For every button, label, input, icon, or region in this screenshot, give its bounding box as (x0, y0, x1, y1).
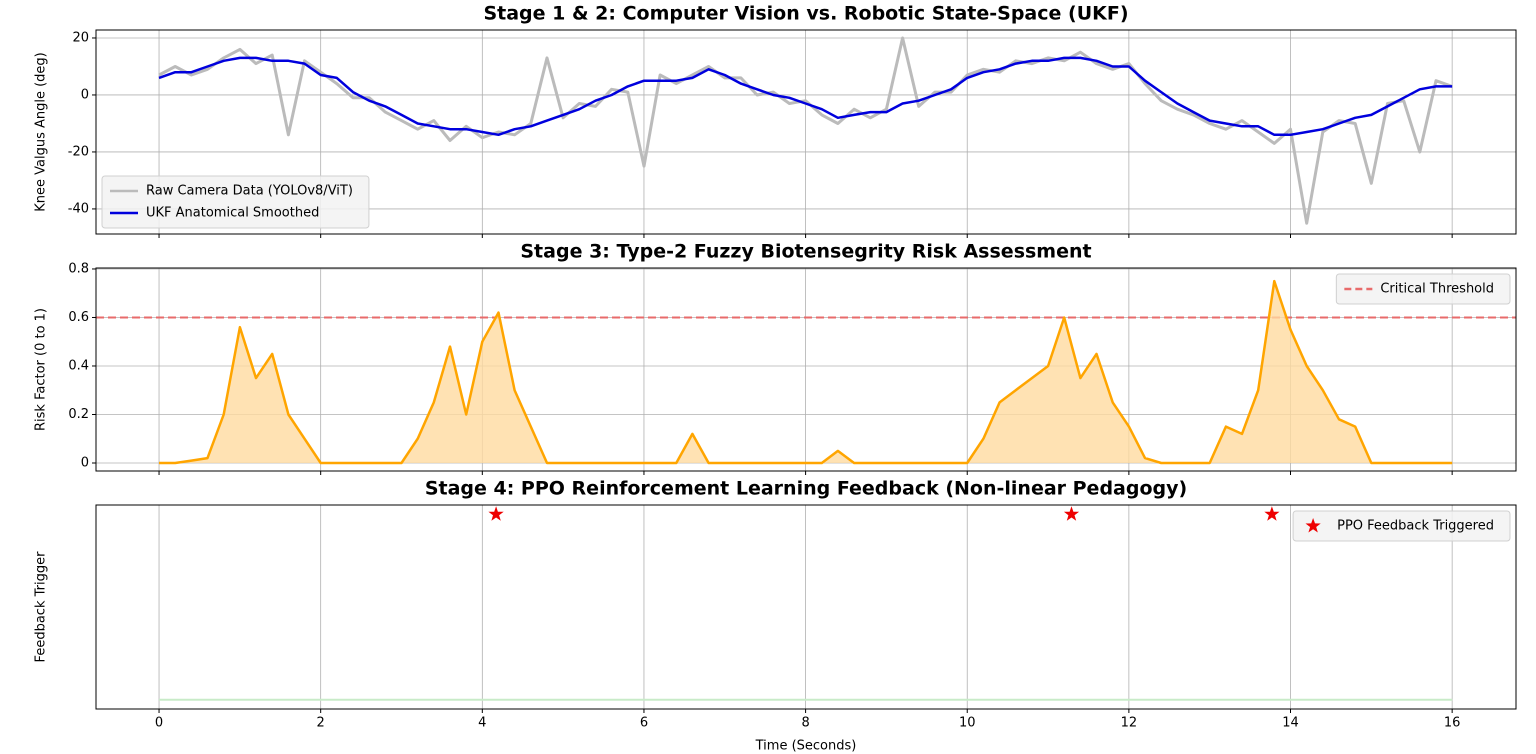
y-tick-label: 20 (72, 30, 89, 45)
axes-frame (95, 267, 1517, 472)
legend-label: UKF Anatomical Smoothed (146, 206, 319, 221)
star-marker (488, 506, 504, 521)
legend-label: Raw Camera Data (YOLOv8/ViT) (146, 184, 353, 199)
legend: Critical Threshold (1335, 273, 1511, 305)
series-line (158, 56, 1453, 137)
y-tick-label: 0 (81, 87, 89, 102)
y-tick-label: -40 (68, 201, 89, 216)
x-tick-label: 8 (801, 716, 809, 731)
panel: Stage 4: PPO Reinforcement Learning Feed… (34, 478, 1517, 754)
x-tick-label: 10 (959, 716, 976, 731)
legend: Raw Camera Data (YOLOv8/ViT) UKF Anatomic… (101, 175, 370, 229)
x-axis-label: Time (Seconds) (755, 739, 857, 754)
x-tick-label: 4 (478, 716, 486, 731)
legend: PPO Feedback Triggered (1292, 510, 1511, 542)
y-tick-label: -20 (68, 144, 89, 159)
y-axis-label: Feedback Trigger (34, 551, 49, 663)
x-tick-label: 14 (1282, 716, 1299, 731)
x-tick-label: 16 (1444, 716, 1461, 731)
y-axis-label: Risk Factor (0 to 1) (34, 308, 49, 431)
y-tick-label: 0 (81, 455, 89, 470)
y-tick-label: 0.8 (68, 261, 89, 276)
panel: Stage 3: Type-2 Fuzzy Biotensegrity Risk… (34, 241, 1517, 475)
panel: Stage 1 & 2: Computer Vision vs. Robotic… (34, 3, 1517, 238)
legend-box (1292, 510, 1511, 542)
x-tick-label: 2 (317, 716, 325, 731)
y-axis-label: Knee Valgus Angle (deg) (34, 52, 49, 212)
star-marker (1264, 506, 1280, 521)
panel-title: Stage 3: Type-2 Fuzzy Biotensegrity Risk… (520, 241, 1091, 263)
panel-title: Stage 4: PPO Reinforcement Learning Feed… (425, 478, 1187, 500)
legend-marker (1305, 518, 1321, 533)
legend-box (1335, 273, 1511, 305)
y-tick-label: 0.2 (68, 407, 89, 422)
x-tick-label: 12 (1121, 716, 1138, 731)
axes-frame (95, 29, 1517, 235)
series-line (159, 279, 1453, 465)
legend-box (101, 175, 370, 229)
star-marker (1063, 506, 1080, 521)
panel-title: Stage 1 & 2: Computer Vision vs. Robotic… (483, 3, 1128, 25)
x-tick-label: 6 (640, 716, 648, 731)
legend-label: PPO Feedback Triggered (1337, 519, 1494, 534)
y-tick-label: 0.4 (68, 358, 89, 373)
y-tick-label: 0.6 (68, 310, 89, 325)
legend-label: Critical Threshold (1380, 282, 1494, 297)
x-tick-label: 0 (155, 716, 163, 731)
axes-frame (95, 504, 1517, 710)
area (159, 281, 1453, 463)
